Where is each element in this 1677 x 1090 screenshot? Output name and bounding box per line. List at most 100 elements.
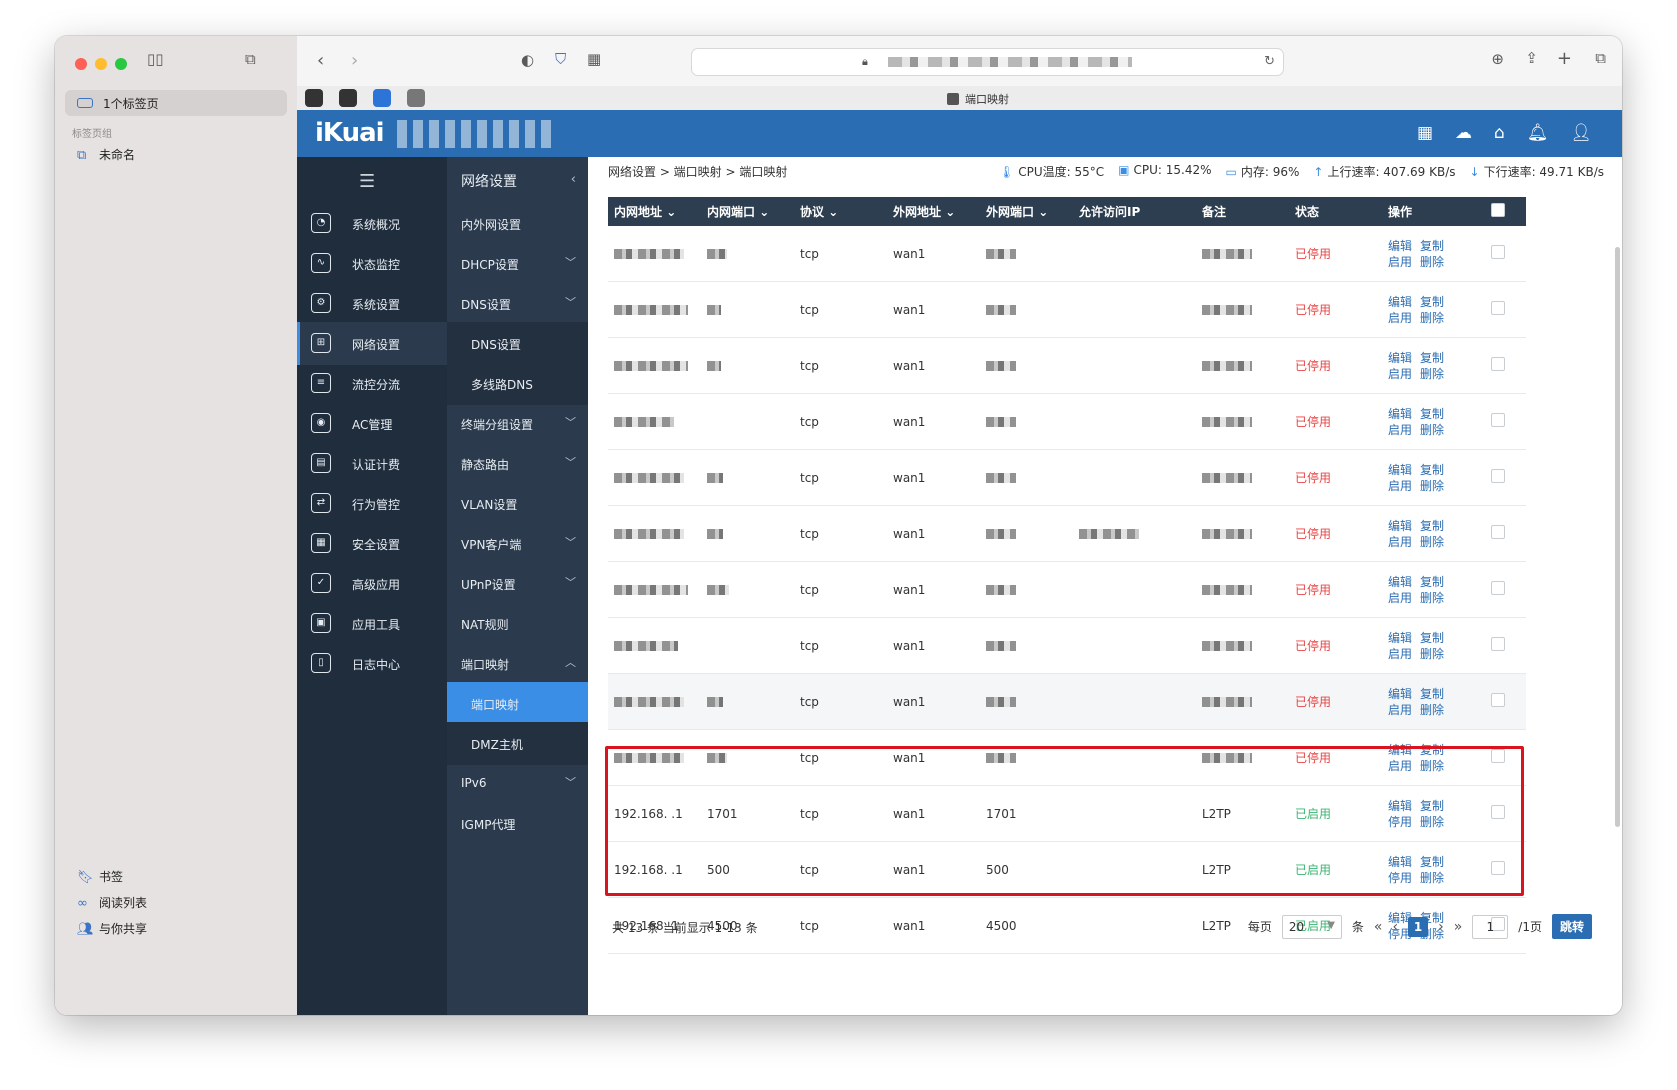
row-checkbox[interactable] [1491, 693, 1505, 707]
current-page[interactable]: 1 [1408, 916, 1429, 937]
toggle-link[interactable]: 启用 [1388, 310, 1413, 325]
nav-item-3[interactable]: ⊞ 网络设置 [297, 322, 447, 365]
subnav-item-2[interactable]: DNS设置 ﹀ [447, 282, 588, 325]
delete-link[interactable]: 删除 [1420, 814, 1445, 829]
subnav-item-8[interactable]: VPN客户端 ﹀ [447, 522, 588, 565]
copy-link[interactable]: 复制 [1420, 574, 1445, 589]
copy-link[interactable]: 复制 [1420, 462, 1445, 477]
subnav-item-0[interactable]: 内外网设置 [447, 202, 588, 245]
nav-item-4[interactable]: ≡ 流控分流 [297, 362, 447, 405]
copy-link[interactable]: 复制 [1420, 742, 1445, 757]
privacy-shield-icon[interactable]: ◐ [521, 51, 535, 69]
delete-link[interactable]: 删除 [1420, 366, 1445, 381]
edit-link[interactable]: 编辑 [1388, 350, 1413, 365]
header-wan-address[interactable]: 外网地址 ⌄ [887, 197, 980, 226]
share-icon[interactable]: ⇪ [1525, 49, 1538, 67]
nav-item-2[interactable]: ⚙ 系统设置 [297, 282, 447, 325]
subnav-item-14[interactable]: IPv6 ﹀ [447, 762, 588, 805]
nav-item-5[interactable]: ◉ AC管理 [297, 402, 447, 445]
reading-list-item[interactable]: ∞ 阅读列表 [77, 896, 148, 911]
minimize-button[interactable] [95, 58, 107, 70]
address-bar[interactable]: 🔒︎ ↻ [691, 48, 1284, 76]
toggle-link[interactable]: 启用 [1388, 646, 1413, 661]
toggle-link[interactable]: 停用 [1388, 870, 1413, 885]
reload-icon[interactable]: ↻ [1264, 54, 1275, 69]
toggle-link[interactable]: 停用 [1388, 926, 1413, 941]
header-wan-port[interactable]: 外网端口 ⌄ [980, 197, 1073, 226]
row-checkbox[interactable] [1491, 413, 1505, 427]
pinned-tab-icon[interactable] [305, 89, 323, 107]
edit-link[interactable]: 编辑 [1388, 910, 1413, 925]
user-icon[interactable]: 👤︎ [1570, 123, 1592, 143]
header-protocol[interactable]: 协议 ⌄ [794, 197, 887, 226]
toggle-link[interactable]: 启用 [1388, 478, 1413, 493]
edit-link[interactable]: 编辑 [1388, 518, 1413, 533]
subnav-item-1[interactable]: DHCP设置 ﹀ [447, 242, 588, 285]
toggle-link[interactable]: 启用 [1388, 366, 1413, 381]
home-icon[interactable]: ⌂ [1494, 123, 1505, 143]
first-page-icon[interactable]: « [1373, 918, 1383, 935]
per-page-select[interactable]: 20 ▼ [1281, 914, 1342, 939]
subnav-item-12[interactable]: 端口映射 [447, 682, 588, 725]
row-checkbox[interactable] [1491, 357, 1505, 371]
row-checkbox[interactable] [1491, 637, 1505, 651]
goto-button[interactable]: 跳转 [1551, 914, 1592, 939]
edit-link[interactable]: 编辑 [1388, 462, 1413, 477]
nav-item-11[interactable]: ▯ 日志中心 [297, 642, 447, 685]
bell-icon[interactable]: 🔔︎ [1526, 123, 1549, 143]
pinned-tab-icon[interactable] [373, 89, 391, 107]
copy-link[interactable]: 复制 [1420, 238, 1445, 253]
pinned-tab-icon[interactable] [339, 89, 357, 107]
copy-link[interactable]: 复制 [1420, 630, 1445, 645]
edit-link[interactable]: 编辑 [1388, 238, 1413, 253]
apps-grid-icon[interactable]: ▦ [1416, 123, 1434, 143]
edit-link[interactable]: 编辑 [1388, 686, 1413, 701]
row-checkbox[interactable] [1491, 469, 1505, 483]
subnav-item-11[interactable]: 端口映射 ︿ [447, 642, 588, 685]
delete-link[interactable]: 删除 [1420, 254, 1445, 269]
back-icon[interactable]: ‹ [317, 50, 325, 71]
edit-link[interactable]: 编辑 [1388, 742, 1413, 757]
subnav-item-9[interactable]: UPnP设置 ﹀ [447, 562, 588, 605]
copy-link[interactable]: 复制 [1420, 406, 1445, 421]
bookmarks-item[interactable]: 🔖︎ 书签 [77, 870, 124, 885]
subnav-item-7[interactable]: VLAN设置 [447, 482, 588, 525]
toggle-link[interactable]: 启用 [1388, 702, 1413, 717]
subnav-item-3[interactable]: DNS设置 [447, 322, 588, 365]
row-checkbox[interactable] [1491, 245, 1505, 259]
edit-link[interactable]: 编辑 [1388, 630, 1413, 645]
toggle-link[interactable]: 启用 [1388, 254, 1413, 269]
active-tab[interactable]: 端口映射 [947, 91, 1009, 107]
subnav-item-4[interactable]: 多线路DNS [447, 362, 588, 405]
row-checkbox[interactable] [1491, 525, 1505, 539]
edit-link[interactable]: 编辑 [1388, 406, 1413, 421]
delete-link[interactable]: 删除 [1420, 534, 1445, 549]
edit-link[interactable]: 编辑 [1388, 294, 1413, 309]
header-lan-port[interactable]: 内网端口 ⌄ [701, 197, 794, 226]
subnav-item-13[interactable]: DMZ主机 [447, 722, 588, 765]
cloud-icon[interactable]: ☁ [1455, 123, 1473, 143]
toggle-link[interactable]: 启用 [1388, 758, 1413, 773]
delete-link[interactable]: 删除 [1420, 422, 1445, 437]
prev-page-icon[interactable]: ‹ [1392, 918, 1399, 935]
delete-link[interactable]: 删除 [1420, 478, 1445, 493]
vpn-shield-icon[interactable]: ⛉ [555, 50, 567, 68]
copy-link[interactable]: 复制 [1420, 350, 1445, 365]
select-all-checkbox[interactable] [1491, 203, 1505, 217]
toggle-link[interactable]: 停用 [1388, 814, 1413, 829]
edit-link[interactable]: 编辑 [1388, 854, 1413, 869]
toggle-link[interactable]: 启用 [1388, 590, 1413, 605]
extension-grid-icon[interactable]: ▦ [587, 50, 602, 68]
nav-item-7[interactable]: ⇄ 行为管控 [297, 482, 447, 525]
nav-item-6[interactable]: ▤ 认证计费 [297, 442, 447, 485]
forward-icon[interactable]: › [351, 50, 359, 71]
copy-link[interactable]: 复制 [1420, 686, 1445, 701]
nav-item-10[interactable]: ▣ 应用工具 [297, 602, 447, 645]
shared-with-you-item[interactable]: 👥︎ 与你共享 [77, 922, 148, 937]
edit-link[interactable]: 编辑 [1388, 574, 1413, 589]
sidebar-tab-item[interactable]: 1个标签页 [65, 90, 287, 116]
toggle-link[interactable]: 启用 [1388, 422, 1413, 437]
delete-link[interactable]: 删除 [1420, 870, 1445, 885]
toggle-link[interactable]: 启用 [1388, 534, 1413, 549]
collapse-chevron-icon[interactable]: ‹ [570, 172, 576, 187]
